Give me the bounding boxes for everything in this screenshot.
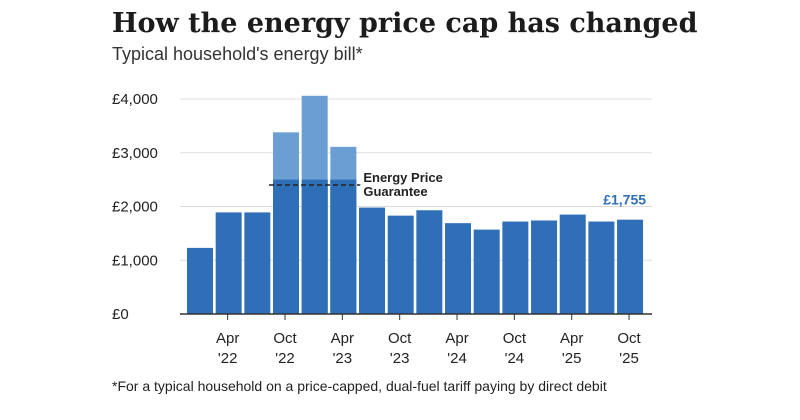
epg-label: Guarantee — [363, 184, 427, 199]
bar-chart: £0 £1,000 £2,000 £3,000 £4,000 Apr '22 Oct '22 Ap… — [112, 91, 652, 367]
value-label: £1,755 — [603, 192, 646, 208]
x-tick-label: Apr — [331, 330, 354, 347]
bar — [187, 247, 213, 314]
bar — [244, 212, 271, 314]
epg-label: Energy Price — [363, 170, 443, 185]
x-tick-label: Oct — [273, 330, 297, 347]
bar — [502, 221, 529, 314]
chart-title: How the energy price cap has changed — [112, 8, 698, 39]
x-tick-label: Apr — [216, 330, 239, 347]
bar — [588, 221, 615, 314]
x-tick-label: '23 — [333, 350, 353, 367]
bar — [617, 219, 644, 314]
footnote: *For a typical household on a price-capp… — [112, 378, 607, 394]
bar — [215, 212, 242, 314]
bar — [416, 210, 443, 314]
y-tick-label: £4,000 — [112, 91, 158, 108]
bar — [445, 223, 472, 314]
bar — [359, 207, 386, 314]
x-tick-label: '24 — [447, 350, 467, 367]
bar — [387, 215, 414, 314]
bar — [559, 214, 586, 314]
bar — [301, 179, 328, 314]
y-tick-label: £1,000 — [112, 252, 158, 269]
x-tick-label: '23 — [390, 350, 410, 367]
x-tick-label: '25 — [562, 350, 582, 367]
y-tick-label: £0 — [112, 306, 129, 323]
x-tick-label: '25 — [619, 350, 639, 367]
x-tick-label: Apr — [445, 330, 468, 347]
x-tick-label: Oct — [617, 330, 641, 347]
x-tick-label: '24 — [505, 350, 525, 367]
x-tick-label: '22 — [275, 350, 295, 367]
bar — [531, 220, 558, 314]
x-tick-label: Oct — [388, 330, 412, 347]
chart-subtitle: Typical household's energy bill* — [112, 44, 363, 64]
bar — [473, 229, 500, 314]
x-tick-label: Apr — [560, 330, 583, 347]
bar — [330, 179, 357, 314]
x-tick-label: Oct — [503, 330, 527, 347]
y-tick-label: £2,000 — [112, 199, 158, 216]
x-tick-label: '22 — [218, 350, 238, 367]
y-tick-label: £3,000 — [112, 145, 158, 162]
bar — [273, 179, 300, 314]
